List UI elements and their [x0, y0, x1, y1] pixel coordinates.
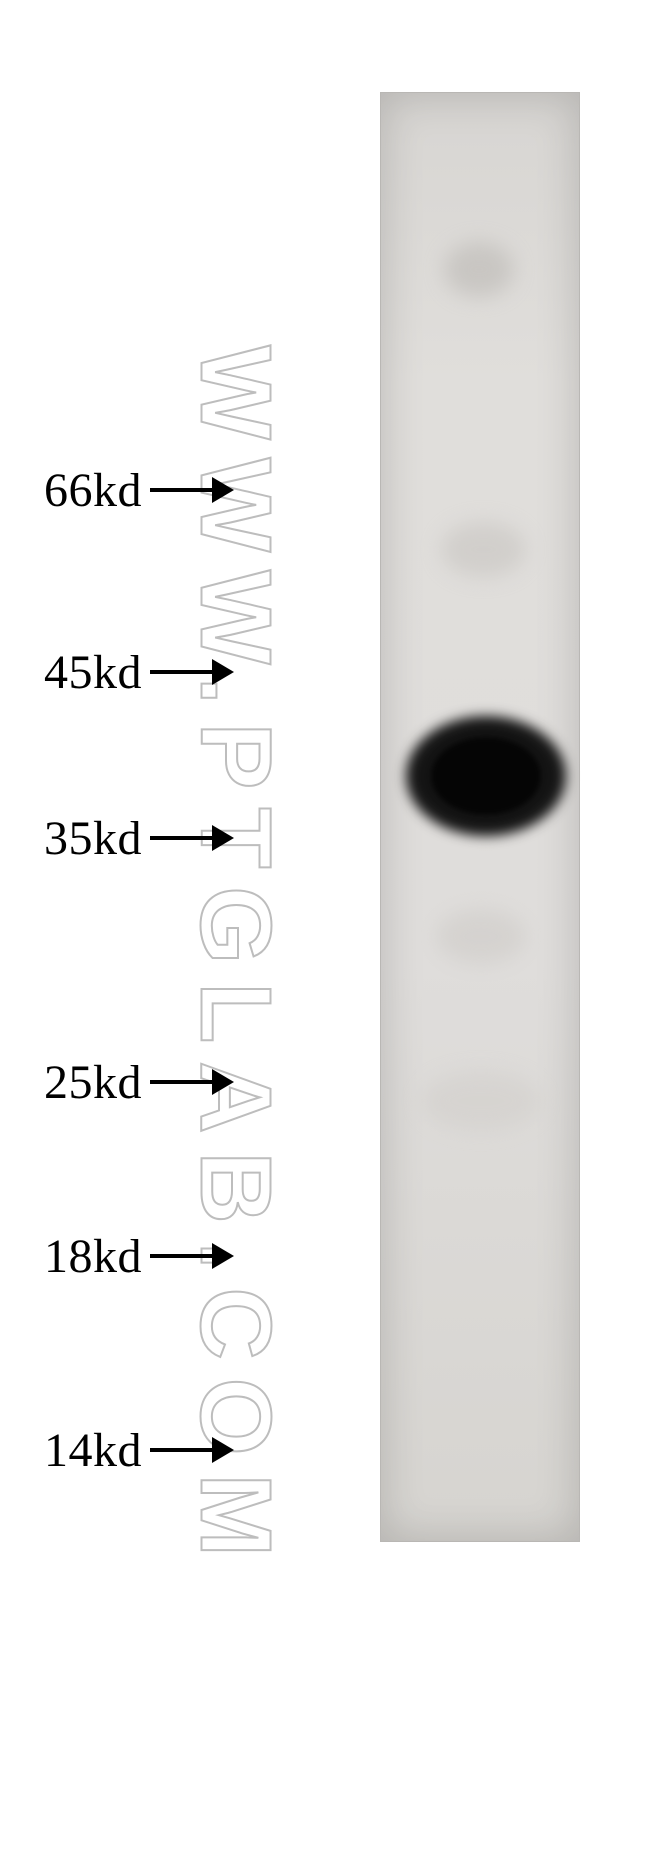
- mw-marker: 45kd: [44, 642, 234, 702]
- mw-marker: 66kd: [44, 460, 234, 520]
- mw-marker-label: 18kd: [44, 1229, 142, 1284]
- mw-marker-label: 25kd: [44, 1055, 142, 1110]
- faint-spot: [421, 1071, 541, 1131]
- arrow-right-icon: [150, 477, 234, 503]
- mw-marker: 25kd: [44, 1052, 234, 1112]
- arrow-right-icon: [150, 1243, 234, 1269]
- arrow-right-icon: [150, 1437, 234, 1463]
- mw-marker: 35kd: [44, 808, 234, 868]
- blot-lane: [380, 92, 580, 1542]
- mw-marker-label: 14kd: [44, 1423, 142, 1478]
- arrow-right-icon: [150, 659, 234, 685]
- mw-marker: 18kd: [44, 1226, 234, 1286]
- arrow-right-icon: [150, 825, 234, 851]
- mw-marker-label: 45kd: [44, 645, 142, 700]
- mw-marker-label: 66kd: [44, 463, 142, 518]
- faint-spot: [444, 242, 514, 297]
- mw-marker: 14kd: [44, 1420, 234, 1480]
- arrow-right-icon: [150, 1069, 234, 1095]
- faint-spot: [441, 522, 526, 577]
- blot-figure: WWW.PTGLAB.COM 66kd 45kd 35kd 25kd 18kd 14kd: [0, 0, 650, 1855]
- mw-marker-label: 35kd: [44, 811, 142, 866]
- protein-band-core: [431, 737, 541, 815]
- watermark-text: WWW.PTGLAB.COM: [178, 345, 293, 1575]
- faint-spot: [436, 909, 526, 964]
